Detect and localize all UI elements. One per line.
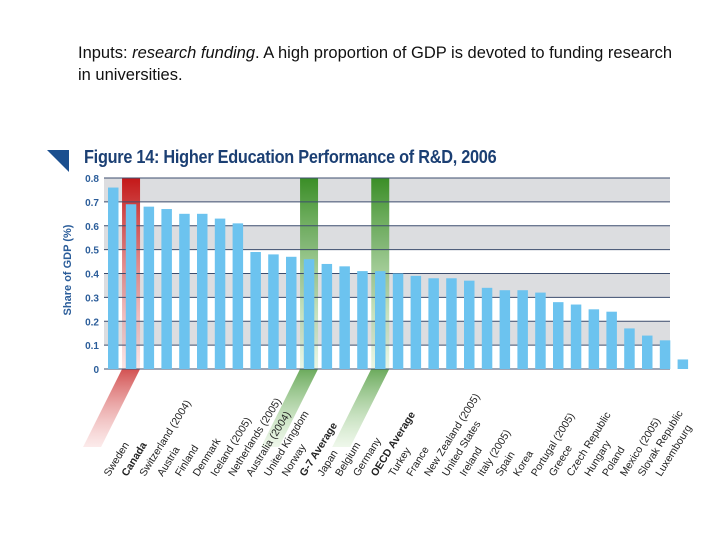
bar <box>588 309 600 369</box>
bar <box>624 328 635 369</box>
bar <box>232 223 244 369</box>
intro-emphasis: research funding <box>132 44 256 62</box>
bars <box>108 187 689 369</box>
y-tick-label: 0.4 <box>85 270 99 281</box>
slide-intro-text: Inputs: research funding. A high proport… <box>78 42 678 86</box>
bar <box>570 304 582 369</box>
bar <box>286 256 297 369</box>
y-tick-label: 0.7 <box>85 198 99 209</box>
corner-triangle-icon <box>47 150 69 172</box>
bar <box>303 259 315 369</box>
highlight-column-tail <box>332 369 390 447</box>
bar <box>339 266 350 369</box>
bar <box>179 213 190 369</box>
intro-lead: Inputs: <box>78 44 133 62</box>
bar <box>161 209 172 369</box>
y-tick-label: 0.2 <box>85 317 99 328</box>
bar <box>517 290 528 369</box>
y-tick-label: 0.5 <box>85 246 99 257</box>
bar <box>428 278 439 369</box>
y-tick-label: 0.6 <box>85 222 99 233</box>
intro-rest: . A high proportion of GDP is devoted to… <box>78 44 673 84</box>
bar <box>250 252 261 369</box>
bar <box>677 359 689 369</box>
bar <box>392 273 404 369</box>
bar <box>499 290 511 369</box>
bar <box>464 280 475 369</box>
bar <box>642 335 653 369</box>
bar <box>481 287 493 369</box>
bar <box>659 340 671 369</box>
bar <box>553 302 564 369</box>
bar <box>606 311 617 369</box>
bar <box>357 271 368 369</box>
bar <box>321 263 333 369</box>
y-tick-labels: 0 0.1 0.2 0.3 0.4 0.5 0.6 0.7 0.8 <box>85 174 99 376</box>
bar <box>446 278 457 369</box>
y-tick-label: 0 <box>93 365 99 376</box>
y-tick-label: 0.1 <box>85 341 99 352</box>
bar <box>535 292 546 369</box>
bar <box>197 213 208 369</box>
y-tick-label: 0.3 <box>85 293 99 304</box>
bar <box>125 204 137 369</box>
y-axis-label: Share of GDP (%) <box>62 224 74 315</box>
bar <box>375 271 386 369</box>
highlight-column-tail <box>261 369 319 447</box>
y-tick-label: 0.8 <box>85 174 99 185</box>
highlight-column-tail <box>83 369 141 447</box>
bar <box>268 254 279 369</box>
bar <box>143 206 155 369</box>
bar <box>108 187 119 369</box>
bar <box>214 218 226 369</box>
chart-title: Figure 14: Higher Education Performance … <box>84 146 497 167</box>
bar <box>410 275 422 369</box>
